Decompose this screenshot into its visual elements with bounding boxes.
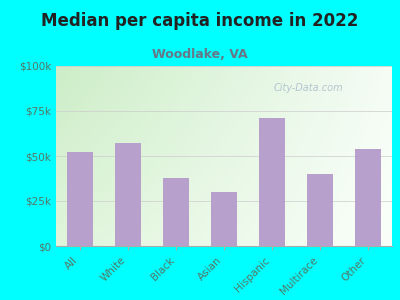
Bar — [307, 174, 333, 246]
Text: Woodlake, VA: Woodlake, VA — [152, 48, 248, 61]
Bar — [115, 143, 141, 246]
Text: City-Data.com: City-Data.com — [273, 82, 343, 93]
Text: Median per capita income in 2022: Median per capita income in 2022 — [41, 12, 359, 30]
Bar — [259, 118, 285, 246]
Bar — [67, 152, 93, 246]
Bar — [355, 149, 381, 246]
Bar — [163, 178, 189, 246]
Bar — [211, 192, 237, 246]
